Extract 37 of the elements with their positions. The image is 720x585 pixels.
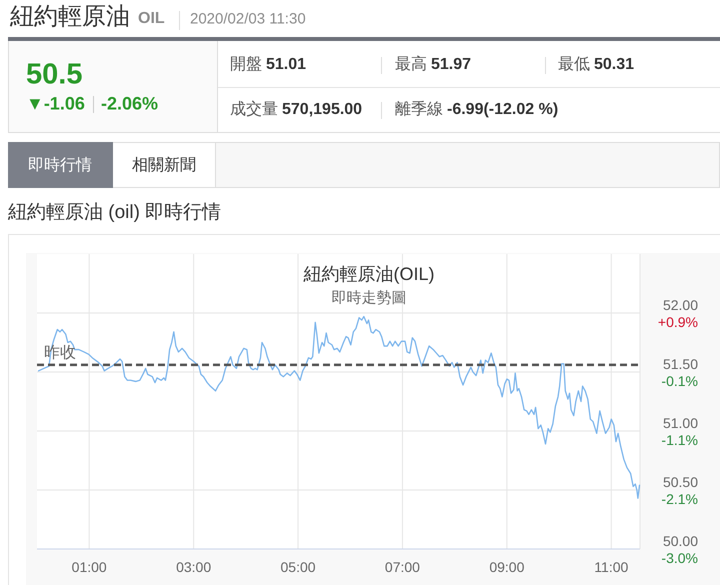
text: 570,195.00 bbox=[282, 100, 362, 120]
text: 即時行情 bbox=[28, 156, 92, 176]
text: 開盤 bbox=[230, 56, 262, 74]
text: OIL bbox=[138, 10, 165, 28]
text: 成交量 bbox=[230, 100, 278, 120]
y-tick-label: 51.00 bbox=[662, 415, 698, 431]
y2-tick-label: +0.9% bbox=[658, 314, 698, 330]
text: 51.01 bbox=[266, 56, 306, 74]
x-tick-label: 07:00 bbox=[384, 559, 420, 575]
text: 最低 bbox=[558, 56, 590, 74]
y2-tick-label: -0.1% bbox=[661, 373, 698, 389]
text: -2.06% bbox=[101, 94, 158, 114]
text: 50.5 bbox=[26, 58, 82, 92]
x-tick-label: 11:00 bbox=[594, 559, 628, 575]
text: 51.97 bbox=[431, 56, 472, 74]
x-tick-label: 05:00 bbox=[280, 559, 316, 575]
y-tick-label: 50.50 bbox=[662, 474, 698, 490]
text: 紐約輕原油 (oil) 即時行情 bbox=[8, 202, 222, 224]
text: 紐約輕原油(OIL) bbox=[302, 264, 435, 284]
text: -6.99(-12.02 %) bbox=[447, 100, 558, 120]
y2-tick-label: -2.1% bbox=[661, 491, 698, 507]
text: 最高 bbox=[395, 56, 427, 74]
y2-tick-label: -3.0% bbox=[661, 550, 698, 566]
y-tick-label: 50.00 bbox=[662, 533, 698, 549]
text: ▼-1.06 bbox=[26, 94, 85, 114]
x-tick-label: 03:00 bbox=[176, 559, 212, 575]
y-tick-label: 52.00 bbox=[662, 297, 698, 313]
x-tick-label: 09:00 bbox=[489, 559, 525, 575]
text: 紐約輕原油 bbox=[10, 3, 130, 31]
x-tick-label: 01:00 bbox=[72, 559, 107, 575]
text: 2020/02/03 11:30 bbox=[190, 10, 306, 28]
text: 即時走勢圖 bbox=[332, 290, 406, 306]
text: 離季線 bbox=[395, 100, 443, 120]
y-tick-label: 51.50 bbox=[662, 356, 698, 372]
text: 50.31 bbox=[594, 56, 634, 74]
text: 相關新聞 bbox=[132, 156, 196, 176]
y2-tick-label: -1.1% bbox=[661, 432, 698, 448]
